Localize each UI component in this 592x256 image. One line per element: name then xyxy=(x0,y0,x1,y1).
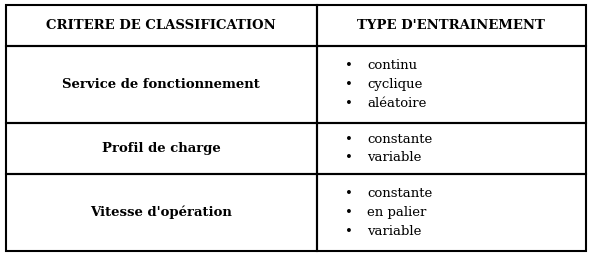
Text: constante: constante xyxy=(367,133,432,146)
Text: •: • xyxy=(345,225,353,238)
Text: en palier: en palier xyxy=(367,206,426,219)
Text: variable: variable xyxy=(367,225,422,238)
Text: Vitesse d'opération: Vitesse d'opération xyxy=(91,206,232,219)
Text: CRITERE DE CLASSIFICATION: CRITERE DE CLASSIFICATION xyxy=(46,19,276,32)
Text: •: • xyxy=(345,133,353,146)
Text: aléatoire: aléatoire xyxy=(367,97,426,110)
Text: cyclique: cyclique xyxy=(367,78,423,91)
Text: TYPE D'ENTRAINEMENT: TYPE D'ENTRAINEMENT xyxy=(358,19,545,32)
Text: •: • xyxy=(345,187,353,200)
Text: variable: variable xyxy=(367,151,422,164)
Text: •: • xyxy=(345,151,353,164)
Text: Service de fonctionnement: Service de fonctionnement xyxy=(62,78,260,91)
Text: •: • xyxy=(345,78,353,91)
Text: •: • xyxy=(345,97,353,110)
Text: •: • xyxy=(345,206,353,219)
Text: continu: continu xyxy=(367,59,417,72)
Text: •: • xyxy=(345,59,353,72)
Text: constante: constante xyxy=(367,187,432,200)
Text: Profil de charge: Profil de charge xyxy=(102,142,221,155)
